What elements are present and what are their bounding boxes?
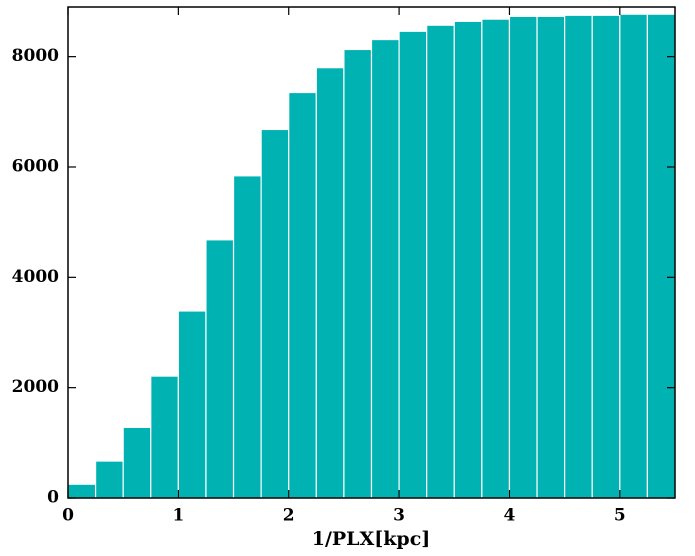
bar — [205, 239, 235, 499]
bar — [177, 310, 207, 499]
y-tick-label: 4000 — [12, 267, 59, 287]
y-tick-label: 0 — [47, 488, 59, 508]
bar — [646, 13, 676, 499]
x-tick-label: 5 — [614, 506, 626, 526]
x-tick-label: 0 — [62, 506, 74, 526]
bar — [481, 18, 511, 499]
x-tick-label: 1 — [172, 506, 184, 526]
bar — [536, 15, 566, 499]
x-tick-label: 4 — [504, 506, 516, 526]
y-tick-label: 8000 — [12, 46, 59, 66]
bar — [564, 14, 593, 499]
y-tick-label: 6000 — [12, 156, 59, 176]
bar — [343, 48, 373, 499]
bar — [232, 175, 262, 499]
x-axis-title: 1/PLX[kpc] — [312, 528, 431, 550]
bar — [150, 375, 179, 499]
bar — [508, 15, 538, 499]
bar — [260, 128, 290, 499]
bar — [426, 24, 455, 499]
bar — [288, 91, 317, 499]
bar — [122, 426, 152, 499]
bar — [619, 13, 649, 499]
bar — [94, 460, 124, 499]
x-tick-label: 2 — [283, 506, 295, 526]
bar — [398, 30, 428, 499]
x-tick-label: 3 — [393, 506, 405, 526]
y-tick-label: 2000 — [12, 377, 59, 397]
bar — [591, 14, 621, 499]
bar — [315, 67, 345, 499]
bar — [453, 20, 483, 499]
plot-frame — [67, 6, 676, 499]
bar — [370, 38, 400, 499]
bar — [67, 483, 97, 499]
